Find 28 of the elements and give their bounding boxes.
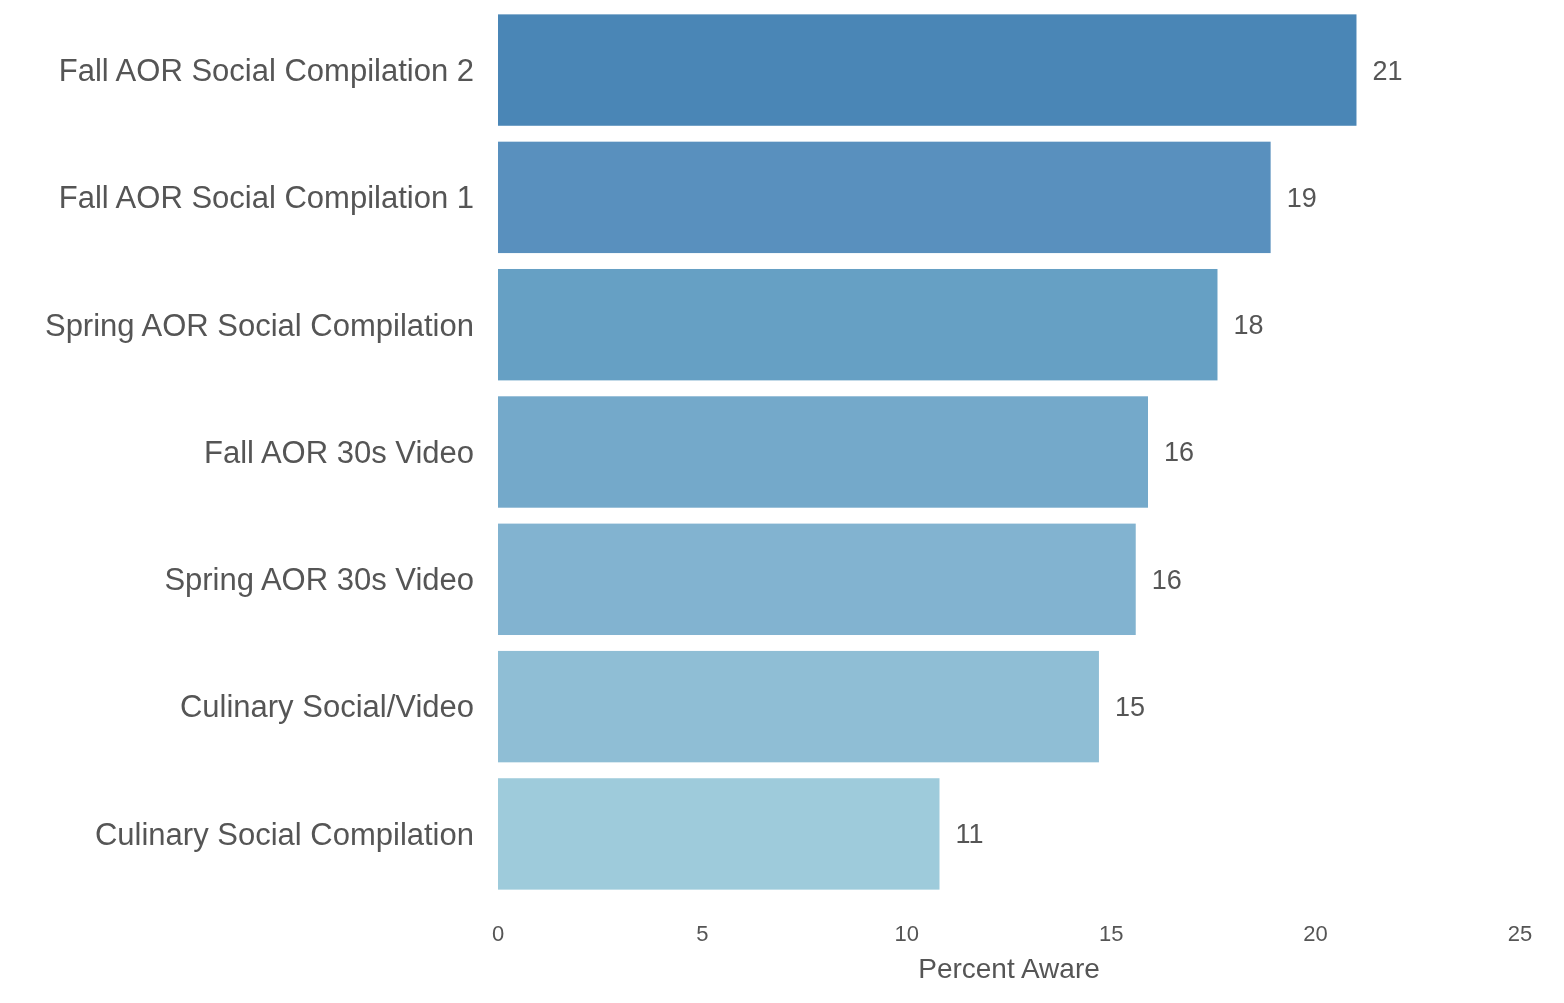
x-tick-label: 15 [1098,921,1124,946]
y-tick-label: Spring AOR 30s Video [164,562,474,598]
y-tick-label: Culinary Social Compilation [94,816,474,852]
data-label: 19 [1286,182,1317,213]
y-tick-label: Fall AOR Social Compilation 2 [58,52,474,88]
x-tick-label: 25 [1507,921,1533,946]
bar [498,14,1357,126]
x-tick-label: 10 [894,921,920,946]
data-label: 15 [1114,692,1145,723]
bar [498,778,940,890]
bar [498,650,1099,763]
data-label: 21 [1372,55,1403,86]
data-label: 11 [955,819,984,850]
x-tick-label: 5 [696,921,709,946]
bar [498,268,1218,381]
y-tick-label: Fall AOR 30s Video [204,434,474,470]
x-tick-label: 20 [1303,921,1328,946]
y-tick-label: Culinary Social/Video [179,689,474,725]
data-label: 16 [1151,564,1182,595]
bar [498,141,1271,254]
data-label: 16 [1163,437,1195,468]
bar [498,396,1148,508]
data-label: 18 [1233,310,1264,341]
bar [498,523,1136,636]
x-tick-label: 0 [491,921,505,946]
x-axis-title: Percent Aware [918,953,1100,984]
y-tick-label: Fall AOR Social Compilation 1 [58,180,474,216]
y-tick-label: Spring AOR Social Compilation [44,307,474,343]
